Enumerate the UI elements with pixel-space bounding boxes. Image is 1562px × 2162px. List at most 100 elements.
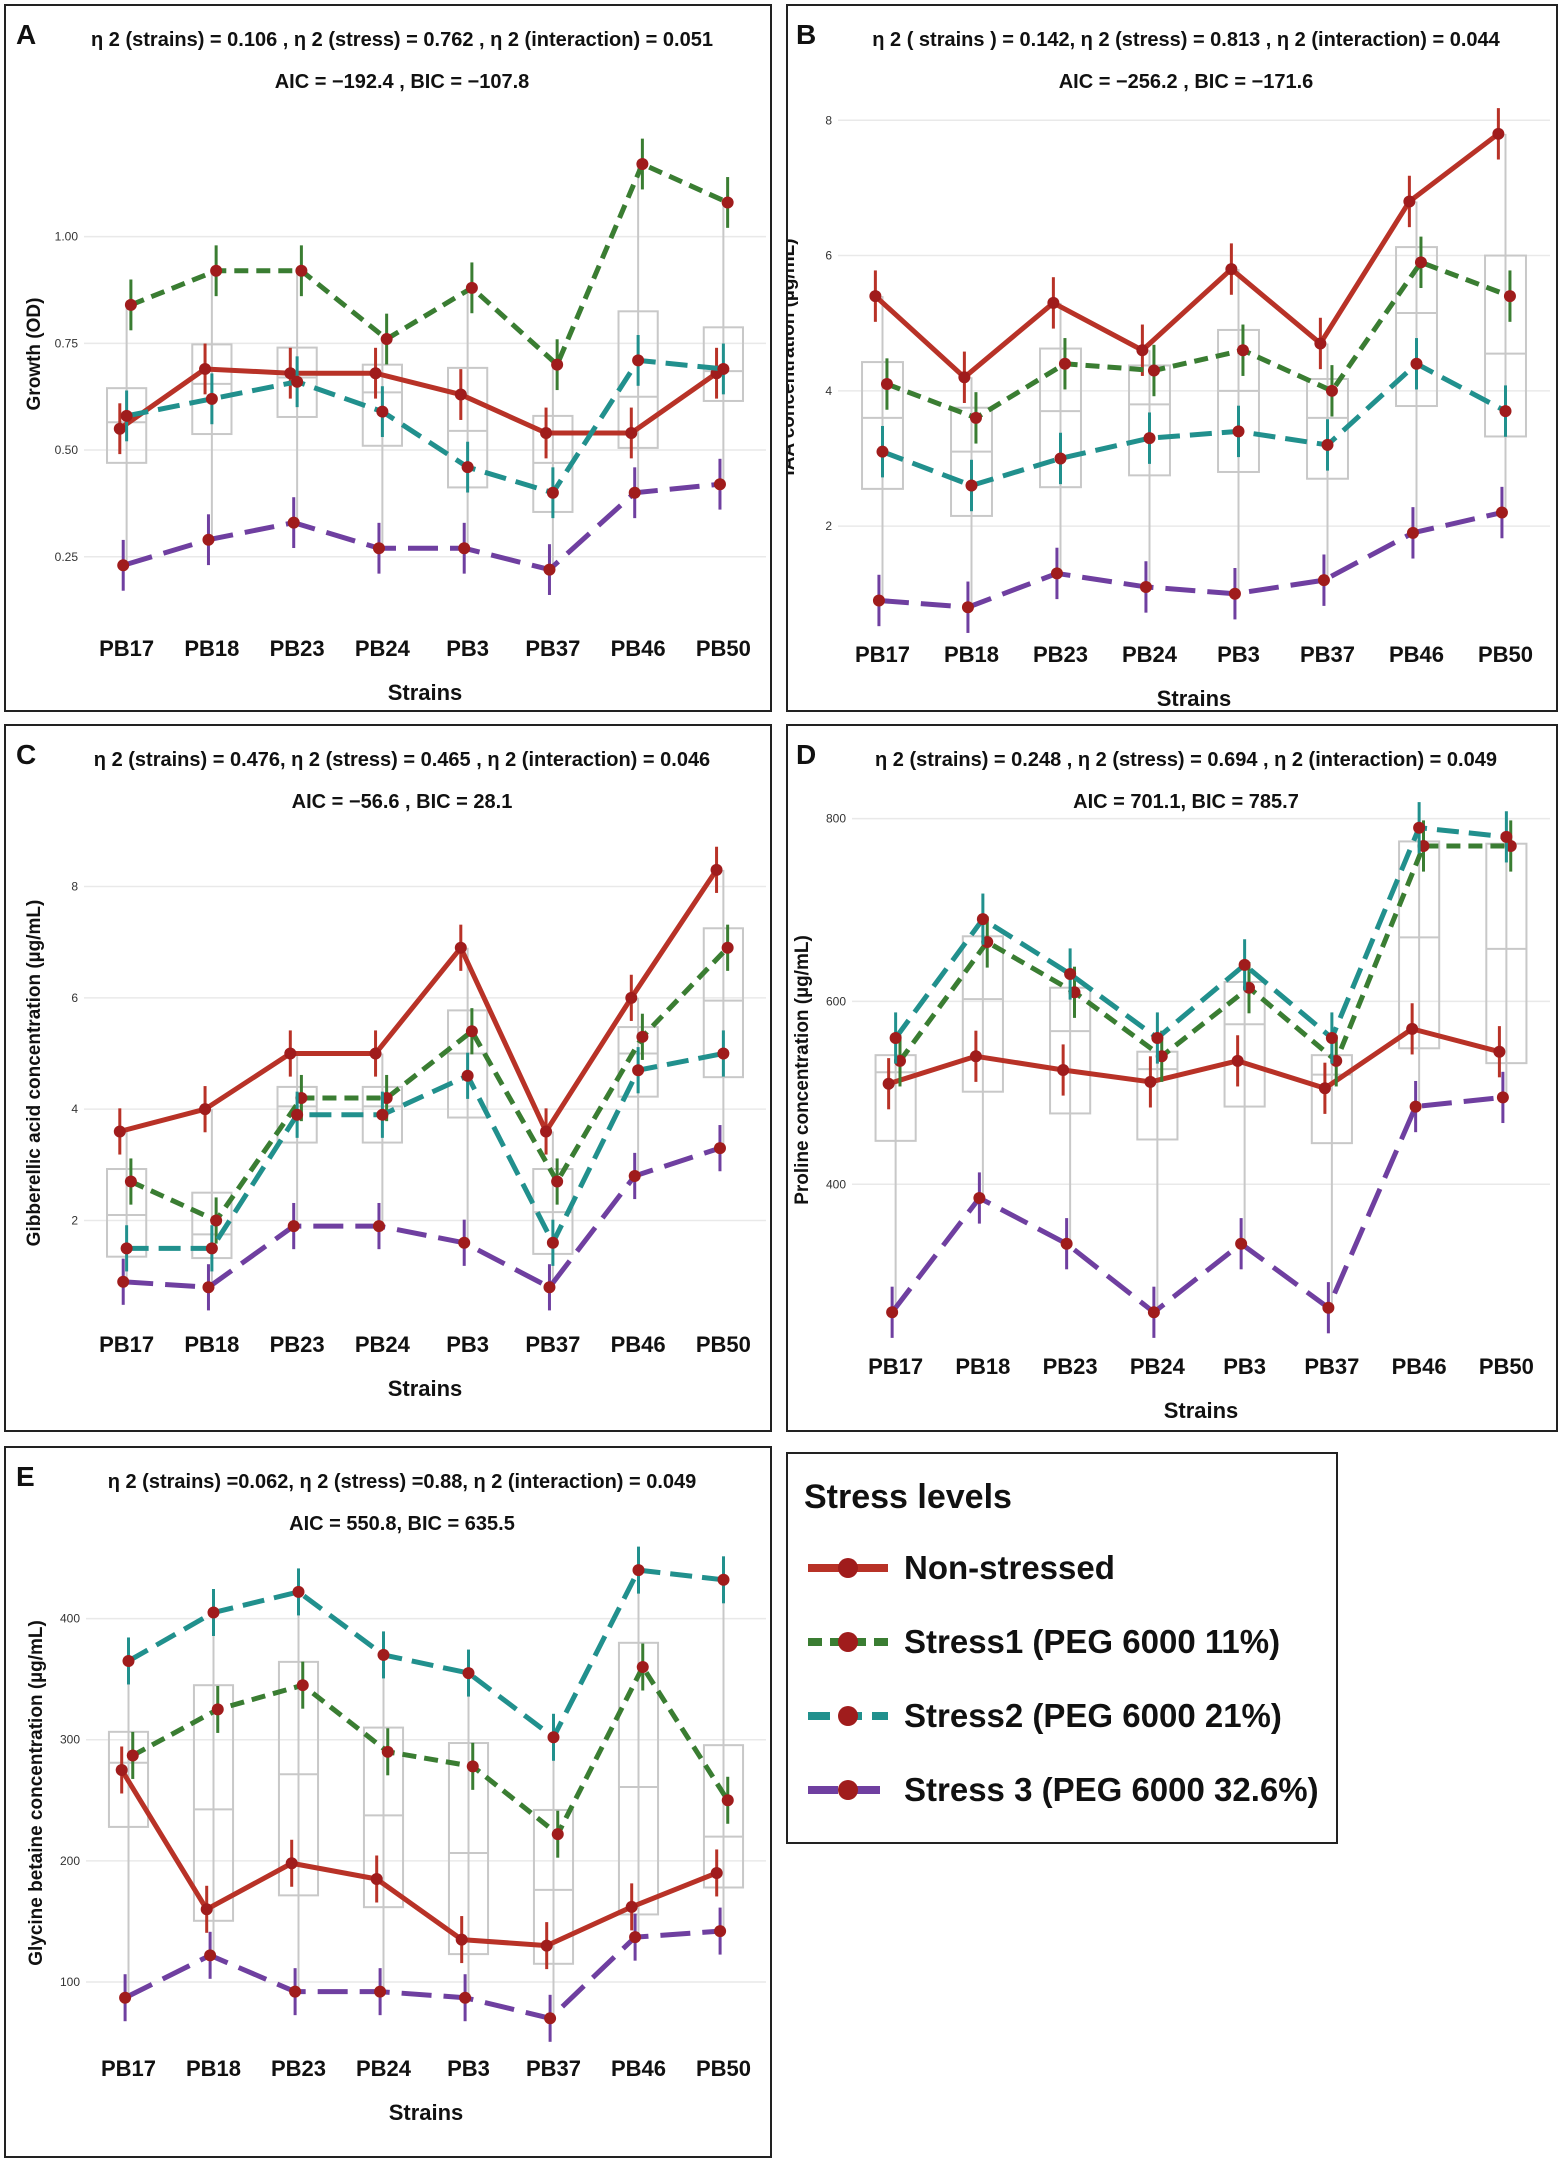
chart-b-point-stress3 — [1228, 587, 1241, 600]
chart-d-point-stress2 — [1238, 958, 1251, 971]
chart-b-point-stress2 — [1499, 405, 1512, 418]
chart-e-box — [107, 1730, 150, 1828]
chart-a-point-stress2 — [717, 362, 730, 375]
chart-c-point-stress3 — [458, 1236, 471, 1249]
chart-e-stats-aic-bic: AIC = 550.8, BIC = 635.5 — [289, 1513, 515, 1535]
chart-a-xtick-label: PB50 — [696, 636, 751, 661]
chart-a-ytick-label: 0.25 — [55, 550, 79, 564]
chart-b-point-non_stressed — [1492, 127, 1505, 140]
chart-e-point-stress1 — [721, 1794, 734, 1807]
chart-c-point-stress2 — [717, 1047, 730, 1060]
chart-b-point-stress1 — [1414, 256, 1427, 269]
chart-e-series-stress1 — [131, 1664, 730, 1837]
chart-e-xlabel: Strains — [389, 2100, 464, 2125]
chart-d-xtick-label: PB24 — [1130, 1354, 1186, 1379]
chart-a-xtick-label: PB23 — [270, 636, 325, 661]
chart-b-ylabel: IAA concentration (µg/mL) — [788, 238, 799, 475]
chart-e-ytick-label: 200 — [60, 1854, 80, 1868]
chart-e-ytick-label: 300 — [60, 1733, 80, 1747]
chart-b-point-stress1 — [880, 378, 893, 391]
chart-d-ytick-label: 800 — [826, 812, 846, 826]
chart-b-series-stress2 — [881, 361, 1507, 488]
legend-key-stress3 — [804, 1770, 892, 1810]
chart-b-xtick-label: PB37 — [1300, 642, 1355, 667]
chart-d-point-non_stressed — [1144, 1075, 1157, 1088]
chart-b-box — [950, 406, 993, 517]
chart-e-point-non_stressed — [710, 1866, 723, 1879]
chart-d-box — [1049, 986, 1092, 1115]
chart-b-xtick-label: PB23 — [1033, 642, 1088, 667]
chart-a-point-stress3 — [287, 516, 300, 529]
chart-c-series-stress2 — [126, 1051, 724, 1251]
chart-c-point-stress3 — [287, 1220, 300, 1233]
chart-c-point-non_stressed — [625, 991, 638, 1004]
chart-c-xtick-label: PB37 — [525, 1332, 580, 1357]
chart-d-box — [1310, 1054, 1353, 1145]
chart-a-point-stress3 — [117, 559, 130, 572]
chart-d-xtick-label: PB18 — [955, 1354, 1010, 1379]
chart-b-xtick-label: PB46 — [1389, 642, 1444, 667]
chart-c-point-non_stressed — [369, 1047, 382, 1060]
chart-d-point-stress3 — [973, 1192, 986, 1204]
chart-d-box — [961, 935, 1004, 1093]
chart-e-point-stress3 — [459, 1991, 472, 2004]
chart-e-point-non_stressed — [115, 1763, 128, 1776]
chart-c-point-stress2 — [376, 1108, 389, 1121]
chart-c-point-non_stressed — [284, 1047, 297, 1060]
chart-e-xtick-label: PB3 — [447, 2056, 490, 2081]
chart-c-point-stress3 — [202, 1281, 215, 1294]
legend-label-stress2: Stress2 (PEG 6000 21%) — [904, 1697, 1282, 1734]
chart-e-box — [617, 1641, 660, 1916]
chart-a-point-stress2 — [376, 405, 389, 418]
chart-d-box — [874, 1054, 917, 1142]
chart-b-series-stress3 — [878, 510, 1503, 610]
chart-e-point-non_stressed — [200, 1903, 213, 1916]
chart-e-series-stress2 — [127, 1567, 724, 1740]
chart-e-point-stress2 — [462, 1667, 475, 1680]
chart-c-xtick-label: PB24 — [355, 1332, 411, 1357]
chart-b-xtick-label: PB3 — [1217, 642, 1260, 667]
chart-e-point-stress2 — [377, 1648, 390, 1661]
chart-d-point-stress3 — [1322, 1301, 1335, 1314]
chart-b-point-stress2 — [1054, 452, 1067, 465]
chart-d-point-non_stressed — [1057, 1064, 1070, 1076]
chart-b-xtick-label: PB24 — [1122, 642, 1178, 667]
chart-a-xtick-label: PB18 — [184, 636, 239, 661]
chart-e-panel-letter: E — [16, 1461, 35, 1492]
chart-d-point-stress3 — [1235, 1237, 1248, 1250]
chart-e-point-stress1 — [381, 1745, 394, 1758]
legend-key-stress2 — [804, 1696, 892, 1736]
stress-legend: Stress levels Non-stressed Stress1 (PEG … — [786, 1452, 1338, 1844]
chart-b-point-stress2 — [1321, 438, 1334, 451]
chart-c-ylabel: Gibberellic acid concentration (µg/mL) — [24, 900, 45, 1247]
chart-e-series-stress3 — [123, 1928, 721, 2021]
chart-c-point-stress2 — [461, 1069, 474, 1082]
chart-d-point-stress2 — [1325, 1032, 1338, 1044]
legend-item-stress3: Stress 3 (PEG 6000 32.6%) — [804, 1770, 1319, 1810]
chart-b-point-stress1 — [1325, 384, 1338, 397]
chart-a-point-stress2 — [205, 392, 218, 405]
chart-b-point-stress1 — [1147, 364, 1160, 377]
chart-b-box — [1039, 347, 1082, 489]
chart-d-box — [1136, 1050, 1179, 1141]
chart-a-xtick-label: PB37 — [525, 636, 580, 661]
chart-e-xtick-label: PB17 — [101, 2056, 156, 2081]
chart-b-point-non_stressed — [869, 290, 882, 303]
chart-d-xtick-label: PB3 — [1223, 1354, 1266, 1379]
chart-e-point-non_stressed — [540, 1939, 553, 1952]
chart-a-point-stress2 — [291, 375, 304, 388]
chart-d-ytick-label: 600 — [826, 994, 846, 1008]
chart-d-xlabel: Strains — [1164, 1398, 1239, 1423]
chart-a-series-stress1 — [129, 161, 729, 368]
chart-a-box — [617, 310, 659, 449]
chart-b-xtick-label: PB17 — [855, 642, 910, 667]
chart-a-box — [106, 387, 148, 464]
chart-e-point-stress1 — [466, 1760, 479, 1773]
chart-b-ytick-label: 8 — [825, 113, 832, 127]
chart-e-xtick-label: PB37 — [526, 2056, 581, 2081]
chart-d-panel-letter: D — [796, 739, 816, 770]
legend-key-stress1 — [804, 1622, 892, 1662]
